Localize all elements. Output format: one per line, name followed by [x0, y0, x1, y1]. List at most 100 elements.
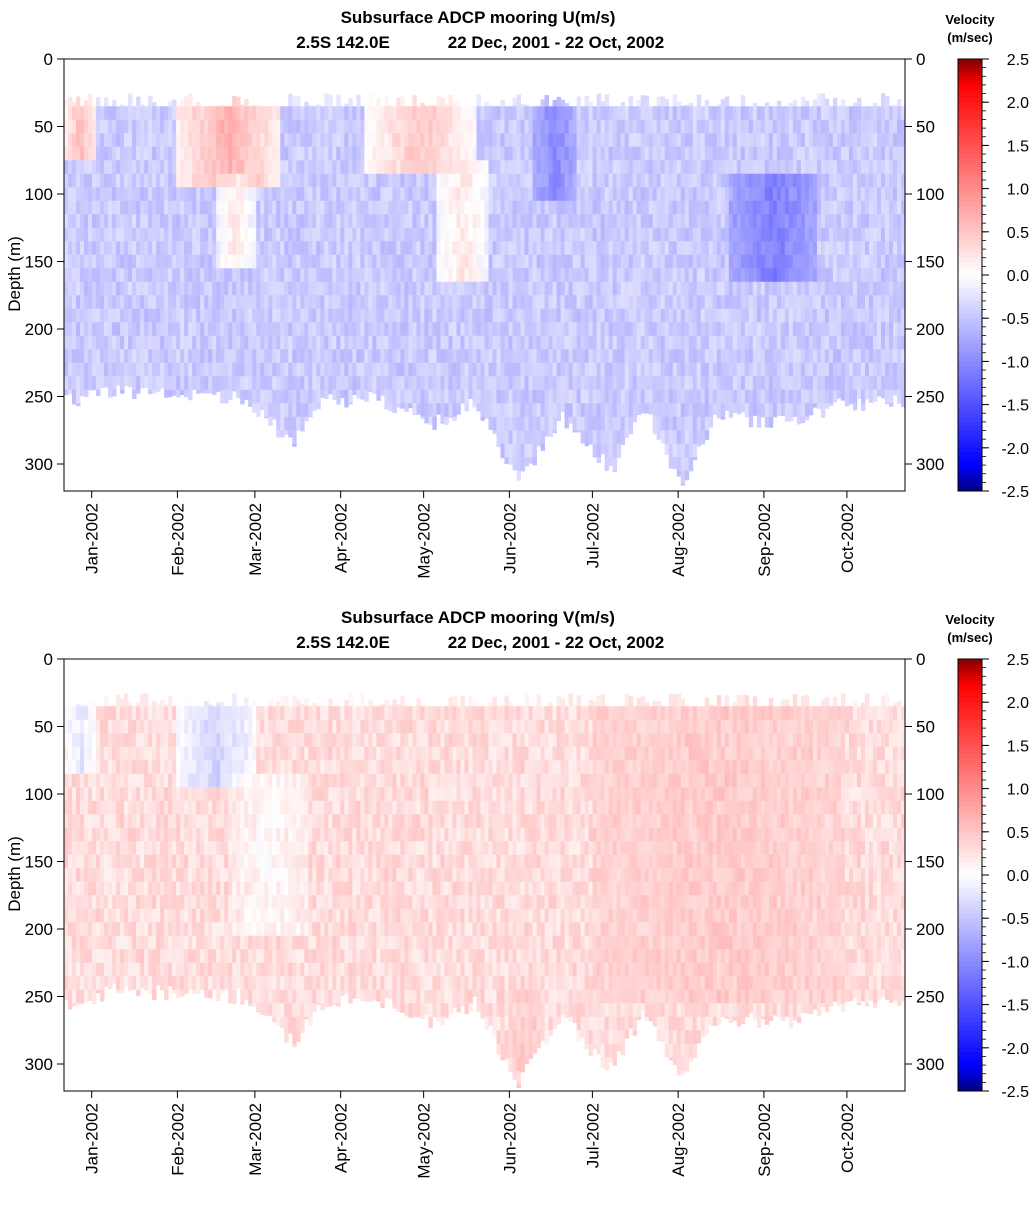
heatmap-cell	[312, 309, 316, 323]
heatmap-cell	[276, 349, 280, 363]
heatmap-cell	[785, 282, 789, 296]
heatmap-cell	[697, 309, 701, 323]
heatmap-cell	[693, 241, 697, 255]
heatmap-cell	[501, 120, 505, 134]
heatmap-cell	[653, 147, 657, 161]
heatmap-cell	[749, 349, 753, 363]
heatmap-cell	[741, 295, 745, 309]
heatmap-cell	[541, 255, 545, 269]
heatmap-cell	[396, 97, 400, 106]
heatmap-cell	[789, 147, 793, 161]
heatmap-cell	[128, 363, 132, 377]
heatmap-cell	[593, 120, 597, 134]
heatmap-cell	[505, 430, 509, 444]
heatmap-cell	[689, 282, 693, 296]
heatmap-cell	[380, 120, 384, 134]
heatmap-cell	[444, 295, 448, 309]
heatmap-cell	[689, 103, 693, 106]
heatmap-cell	[849, 255, 853, 269]
heatmap-cell	[833, 160, 837, 174]
heatmap-cell	[144, 160, 148, 174]
heatmap-cell	[464, 104, 468, 106]
heatmap-cell	[308, 336, 312, 350]
heatmap-cell	[280, 363, 284, 377]
heatmap-cell	[537, 322, 541, 336]
heatmap-cell	[424, 376, 428, 390]
heatmap-cell	[841, 309, 845, 323]
heatmap-cell	[340, 336, 344, 350]
heatmap-cell	[124, 376, 128, 386]
heatmap-cell	[641, 133, 645, 147]
heatmap-cell	[757, 187, 761, 201]
heatmap-cell	[609, 349, 613, 363]
heatmap-cell	[388, 282, 392, 296]
heatmap-cell	[356, 363, 360, 377]
heatmap-cell	[613, 295, 617, 309]
heatmap-cell	[649, 403, 653, 414]
heatmap-cell	[388, 174, 392, 188]
heatmap-cell	[617, 147, 621, 161]
heatmap-cell	[420, 241, 424, 255]
heatmap-cell	[685, 241, 689, 255]
heatmap-cell	[809, 376, 813, 390]
heatmap-cell	[72, 322, 76, 336]
heatmap-cell	[176, 214, 180, 228]
heatmap-cell	[569, 147, 573, 161]
heatmap-cell	[753, 106, 757, 120]
heatmap-cell	[96, 295, 100, 309]
heatmap-cell	[645, 403, 649, 413]
heatmap-cell	[372, 309, 376, 323]
heatmap-cell	[256, 309, 260, 323]
heatmap-cell	[216, 133, 220, 147]
heatmap-cell	[829, 241, 833, 255]
heatmap-cell	[456, 268, 460, 282]
heatmap-cell	[481, 268, 485, 282]
heatmap-cell	[380, 214, 384, 228]
heatmap-cell	[472, 106, 476, 120]
heatmap-cell	[304, 241, 308, 255]
heatmap-cell	[885, 336, 889, 350]
heatmap-cell	[68, 174, 72, 188]
heatmap-cell	[629, 106, 633, 120]
heatmap-cell	[597, 94, 601, 107]
heatmap-cell	[72, 390, 76, 404]
heatmap-cell	[384, 187, 388, 201]
heatmap-cell	[509, 228, 513, 242]
heatmap-cell	[380, 133, 384, 147]
heatmap-cell	[533, 444, 537, 458]
heatmap-cell	[204, 228, 208, 242]
heatmap-cell	[673, 214, 677, 228]
heatmap-cell	[452, 187, 456, 201]
heatmap-cell	[625, 403, 629, 417]
heatmap-cell	[705, 430, 709, 440]
heatmap-cell	[408, 309, 412, 323]
heatmap-cell	[697, 174, 701, 188]
heatmap-cell	[344, 255, 348, 269]
heatmap-cell	[420, 214, 424, 228]
heatmap-cell	[585, 363, 589, 377]
heatmap-cell	[697, 295, 701, 309]
heatmap-cell	[801, 214, 805, 228]
heatmap-cell	[432, 417, 436, 430]
heatmap-cell	[416, 376, 420, 390]
heatmap-cell	[517, 309, 521, 323]
heatmap-cell	[613, 106, 617, 120]
heatmap-cell	[248, 187, 252, 201]
heatmap-cell	[380, 268, 384, 282]
heatmap-cell	[356, 268, 360, 282]
heatmap-cell	[144, 336, 148, 350]
heatmap-cell	[745, 268, 749, 282]
heatmap-cell	[216, 282, 220, 296]
heatmap-cell	[833, 349, 837, 363]
heatmap-cell	[725, 241, 729, 255]
heatmap-cell	[877, 336, 881, 350]
heatmap-cell	[128, 322, 132, 336]
heatmap-cell	[200, 255, 204, 269]
heatmap-cell	[481, 147, 485, 161]
heatmap-cell	[709, 160, 713, 174]
heatmap-cell	[96, 363, 100, 377]
heatmap-cell	[873, 228, 877, 242]
heatmap-cell	[689, 322, 693, 336]
heatmap-cell	[92, 228, 96, 242]
heatmap-cell	[368, 349, 372, 363]
